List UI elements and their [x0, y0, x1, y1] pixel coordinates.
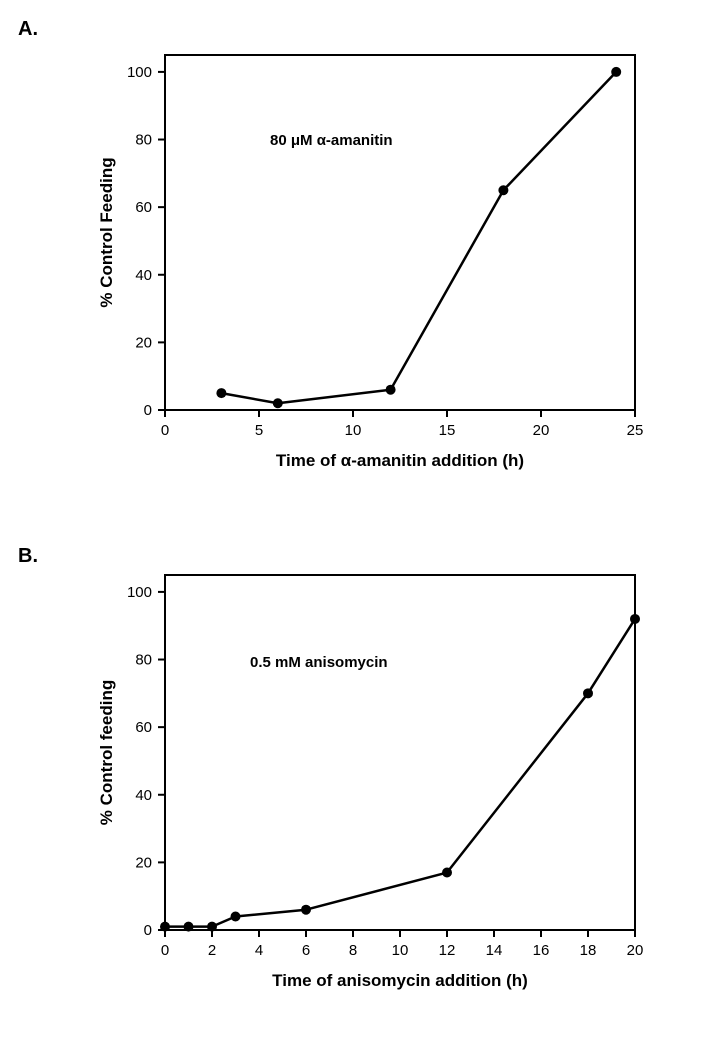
svg-text:0: 0 [161, 422, 169, 439]
svg-text:60: 60 [135, 719, 152, 736]
svg-text:0: 0 [144, 922, 152, 939]
svg-text:40: 40 [135, 267, 152, 284]
svg-text:15: 15 [439, 422, 456, 439]
panel-a-label: A. [18, 18, 38, 41]
chart-b: 0 2 4 6 8 10 12 14 16 18 20 0 20 40 60 80 100 Time of ani… [90, 560, 650, 1000]
svg-text:60: 60 [135, 199, 152, 216]
svg-text:5: 5 [255, 422, 263, 439]
svg-text:40: 40 [135, 787, 152, 804]
svg-text:20: 20 [627, 942, 644, 959]
svg-text:Time of anisomycin addition (h: Time of anisomycin addition (h) [272, 971, 528, 990]
svg-text:80 μM α-amanitin: 80 μM α-amanitin [270, 132, 393, 149]
svg-text:100: 100 [127, 584, 152, 601]
svg-text:12: 12 [439, 942, 456, 959]
svg-text:20: 20 [135, 854, 152, 871]
svg-text:2: 2 [208, 942, 216, 959]
svg-text:8: 8 [349, 942, 357, 959]
svg-text:80: 80 [135, 652, 152, 669]
chart-a: 0 5 10 15 20 25 0 20 40 60 80 100 Time of α-amanitin… [90, 40, 650, 480]
svg-text:25: 25 [627, 422, 644, 439]
svg-text:20: 20 [533, 422, 550, 439]
svg-text:16: 16 [533, 942, 550, 959]
svg-text:100: 100 [127, 64, 152, 81]
panel-b-label: B. [18, 545, 38, 568]
svg-text:0: 0 [161, 942, 169, 959]
svg-text:18: 18 [580, 942, 597, 959]
svg-text:0: 0 [144, 402, 152, 419]
svg-text:0.5 mM anisomycin: 0.5 mM anisomycin [250, 654, 388, 671]
svg-text:10: 10 [345, 422, 362, 439]
svg-text:80: 80 [135, 132, 152, 149]
svg-text:14: 14 [486, 942, 503, 959]
svg-text:Time of α-amanitin addition (h: Time of α-amanitin addition (h) [276, 451, 524, 470]
svg-text:10: 10 [392, 942, 409, 959]
svg-text:% Control Feeding: % Control Feeding [97, 157, 116, 307]
svg-text:20: 20 [135, 334, 152, 351]
svg-text:6: 6 [302, 942, 310, 959]
svg-text:4: 4 [255, 942, 263, 959]
svg-text:% Control feeding: % Control feeding [97, 680, 116, 825]
figure-page: A. 0510152025020406080100Time of α-amani… [0, 0, 726, 1050]
